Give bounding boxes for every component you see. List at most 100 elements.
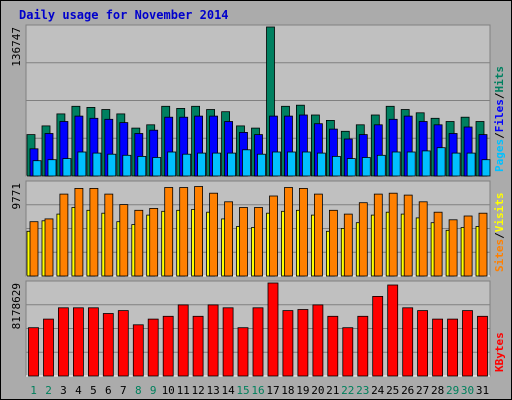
- x-tick-day-27: 27: [416, 384, 429, 397]
- bar-pages-day-20: [316, 152, 326, 177]
- bar-pages-day-1: [32, 160, 42, 177]
- x-tick-day-31: 31: [476, 384, 489, 397]
- x-tick-day-8: 8: [135, 384, 142, 397]
- bar-pages-day-22: [346, 158, 356, 177]
- bar-kbytes-day-8: [132, 324, 144, 377]
- bar-kbytes-day-30: [462, 310, 473, 377]
- bar-kbytes-day-2: [43, 318, 54, 377]
- legend-item-visits: Visits: [493, 193, 506, 233]
- bar-kbytes-day-14: [222, 307, 234, 377]
- bar-sites-day-20: [313, 193, 323, 277]
- bar-kbytes-day-28: [432, 318, 444, 377]
- x-tick-day-4: 4: [75, 384, 82, 397]
- bar-pages-day-23: [361, 157, 371, 177]
- bar-sites-day-18: [284, 187, 293, 277]
- x-tick-day-18: 18: [281, 384, 294, 397]
- bar-kbytes-day-10: [162, 315, 174, 377]
- panel-hits-files-pages: 136747 Pages/Files/Hits: [10, 24, 506, 177]
- bar-pages-day-21: [331, 155, 341, 177]
- bar-pages-day-10: [167, 151, 177, 177]
- bar-pages-day-2: [47, 159, 57, 177]
- bar-kbytes-day-1: [28, 327, 39, 377]
- x-tick-day-16: 16: [251, 384, 264, 397]
- bar-pages-day-9: [152, 157, 162, 177]
- legend-kbytes: KBytes: [493, 332, 506, 372]
- bar-sites-day-14: [224, 201, 234, 277]
- bar-pages-day-11: [182, 153, 192, 177]
- bar-pages-day-31: [481, 159, 491, 177]
- bar-pages-day-3: [62, 158, 72, 177]
- x-tick-day-3: 3: [60, 384, 67, 397]
- bar-kbytes-day-16: [252, 307, 264, 377]
- x-tick-day-20: 20: [311, 384, 324, 397]
- bar-sites-day-28: [433, 211, 443, 277]
- bar-sites-day-4: [74, 187, 84, 277]
- bar-pages-day-27: [421, 150, 431, 177]
- bar-sites-day-31: [478, 212, 488, 277]
- bar-pages-day-17: [272, 151, 281, 177]
- bar-kbytes-day-21: [327, 315, 339, 377]
- legend-hits-files-pages: Pages/Files/Hits: [493, 66, 506, 172]
- bar-pages-day-18: [287, 151, 296, 177]
- bar-pages-day-25: [391, 151, 401, 177]
- bar-sites-day-21: [328, 209, 338, 277]
- bar-pages-day-6: [107, 153, 117, 177]
- bar-sites-day-22: [343, 213, 353, 277]
- bar-sites-day-13: [209, 192, 219, 277]
- bar-sites-day-12: [194, 186, 204, 277]
- y-max-label: 136747: [10, 27, 23, 67]
- bar-kbytes-day-4: [73, 307, 84, 377]
- bar-sites-day-5: [89, 187, 99, 277]
- x-tick-day-7: 7: [120, 384, 127, 397]
- bar-sites-day-11: [179, 187, 189, 277]
- bar-kbytes-day-31: [477, 315, 488, 377]
- bar-kbytes-day-25: [387, 284, 399, 377]
- y-max-label: 9771: [10, 183, 23, 210]
- bar-kbytes-day-23: [357, 315, 369, 377]
- bar-sites-day-15: [239, 207, 248, 277]
- bar-sites-day-10: [164, 187, 174, 277]
- bar-kbytes-day-17: [267, 282, 279, 377]
- legend-visits-sites: Sites/Visits: [493, 193, 506, 273]
- bar-sites-day-26: [403, 194, 413, 277]
- panel-kbytes: 8178629 KBytes: [10, 280, 506, 377]
- bar-kbytes-day-9: [147, 318, 159, 377]
- x-tick-day-12: 12: [191, 384, 204, 397]
- bar-kbytes-day-26: [402, 307, 414, 377]
- x-tick-day-5: 5: [90, 384, 97, 397]
- legend-item-hits: Hits: [493, 66, 506, 93]
- bar-kbytes-day-29: [447, 318, 459, 377]
- x-tick-day-13: 13: [206, 384, 219, 397]
- x-tick-day-1: 1: [30, 384, 37, 397]
- x-tick-day-9: 9: [150, 384, 157, 397]
- bar-pages-day-4: [77, 151, 87, 177]
- bar-pages-day-30: [466, 152, 476, 177]
- bar-sites-day-17: [269, 195, 278, 277]
- bar-kbytes-day-22: [342, 327, 354, 377]
- bar-kbytes-day-27: [417, 310, 429, 377]
- bar-kbytes-day-12: [192, 315, 204, 377]
- x-tick-day-14: 14: [221, 384, 235, 397]
- bar-pages-day-24: [376, 154, 386, 177]
- x-tick-day-2: 2: [45, 384, 52, 397]
- bar-kbytes-day-13: [207, 304, 219, 377]
- bar-pages-day-28: [436, 147, 446, 177]
- bar-sites-day-25: [388, 192, 398, 277]
- x-tick-day-26: 26: [401, 384, 414, 397]
- bar-kbytes-day-3: [58, 307, 69, 377]
- bar-kbytes-day-20: [312, 304, 324, 377]
- x-tick-day-29: 29: [446, 384, 459, 397]
- bar-sites-day-6: [104, 193, 114, 277]
- y-max-label: 8178629: [10, 283, 23, 329]
- bar-pages-day-16: [257, 153, 266, 177]
- x-tick-day-30: 30: [461, 384, 474, 397]
- legend-item-sites: Sites: [493, 239, 506, 272]
- x-tick-day-21: 21: [326, 384, 339, 397]
- x-tick-day-15: 15: [236, 384, 249, 397]
- x-tick-day-10: 10: [162, 384, 175, 397]
- bar-kbytes-day-15: [237, 327, 249, 377]
- bar-sites-day-3: [59, 193, 69, 277]
- bar-sites-day-23: [358, 202, 368, 277]
- bar-sites-day-30: [463, 215, 473, 277]
